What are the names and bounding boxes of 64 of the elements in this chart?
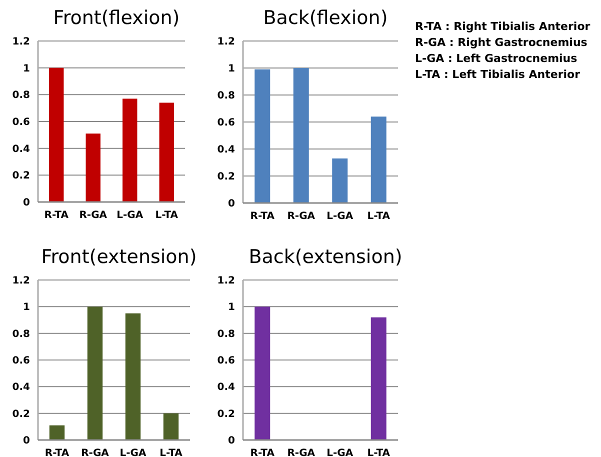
y-tick-label: 0.2 [12,408,30,420]
text: L-TA : Left Tibialis Anterior [415,68,581,81]
bar [125,313,141,440]
bar [293,68,309,203]
x-tick-label: L-TA [367,448,390,457]
text: L-GA : Left Gastrocnemius [415,52,578,65]
x-tick-label: L-GA [120,448,146,457]
bar [370,116,386,203]
x-tick-label: R-GA [287,448,316,457]
bar [49,425,65,440]
y-tick-label: 1 [23,302,30,314]
bar [49,68,64,202]
y-tick-label: 0.4 [12,144,30,155]
x-tick-label: R-GA [81,448,110,457]
x-tick-label: L-GA [326,448,354,457]
x-tick-label: L-TA [160,448,183,457]
y-tick-label: 0.2 [217,408,236,420]
y-tick-label: 0.6 [12,117,30,128]
y-tick-label: 1.2 [217,276,236,286]
bar [163,413,179,440]
y-tick-label: 0.6 [217,356,236,366]
x-tick-label: L-TA [367,211,390,222]
x-tick-label: R-TA [44,210,69,221]
x-tick-label: R-TA [44,448,70,457]
text: R-GA : Right Gastrocnemius [415,36,588,49]
y-tick-label: 0.6 [217,118,236,128]
y-tick-label: 1.2 [12,276,30,286]
y-tick-label: 1 [228,302,236,314]
y-tick-label: 1.2 [217,36,236,48]
y-tick-label: 0.2 [217,172,236,182]
x-tick-label: L-GA [326,211,354,222]
bar [159,102,174,202]
bar [332,158,348,203]
y-tick-label: 0 [228,436,236,446]
chart-title: Front(flexion) [53,7,180,29]
x-tick-label: L-TA [155,210,178,221]
x-tick-label: L-GA [116,210,144,221]
y-tick-label: 1 [228,64,236,74]
y-tick-label: 0 [23,198,30,208]
y-tick-label: 0.4 [217,382,236,394]
y-tick-label: 1.2 [12,36,30,48]
chart-title: Front(extension) [41,246,197,268]
x-tick-label: R-GA [79,210,108,221]
y-tick-label: 0.8 [12,90,30,102]
y-tick-label: 0.6 [12,356,30,366]
bar [87,306,103,440]
bar [254,69,270,203]
y-tick-label: 0.4 [217,144,236,156]
y-tick-label: 0.4 [12,382,30,394]
x-tick-label: R-TA [250,211,275,222]
y-tick-label: 0.2 [12,170,30,182]
bar [122,98,138,202]
y-tick-label: 0.8 [12,328,30,340]
y-tick-label: 0.8 [217,328,236,340]
text: R-TA : Right Tibialis Anterior [415,20,591,33]
y-tick-label: 0.8 [217,90,236,102]
x-tick-label: R-GA [287,211,316,222]
y-tick-label: 0 [23,436,30,446]
y-tick-label: 1 [23,63,30,74]
x-tick-label: R-TA [250,448,275,457]
bar [86,134,100,202]
chart-title: Back(flexion) [263,7,388,29]
y-tick-label: 0 [228,198,236,210]
chart-title: Back(extension) [248,246,402,268]
